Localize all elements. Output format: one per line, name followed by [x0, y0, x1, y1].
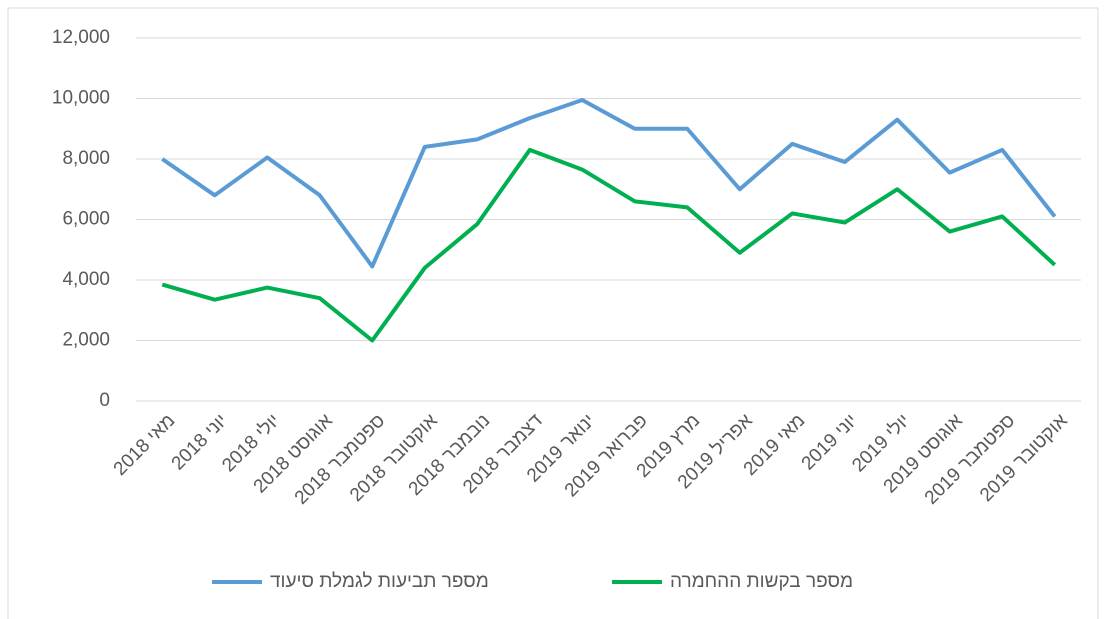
x-tick-label: ספטמבר 2018 [291, 410, 390, 509]
series-line [161, 147, 1057, 343]
legend-label: מספר תביעות לגמלת סיעוד [270, 571, 489, 592]
series-line [161, 98, 1057, 269]
x-tick-label: ספטמבר 2019 [921, 410, 1020, 509]
x-tick-label: מאי 2018 [110, 410, 180, 480]
y-tick-label: 2,000 [62, 330, 110, 351]
y-tick-label: 4,000 [62, 269, 110, 290]
y-tick-label: 6,000 [62, 209, 110, 230]
y-tick-label: 8,000 [62, 148, 110, 169]
chart-frame [7, 7, 1099, 619]
y-tick-label: 0 [99, 390, 110, 411]
y-tick-label: 12,000 [52, 27, 110, 48]
legend-label: מספר בקשות ההחמרה [670, 571, 853, 592]
y-tick-label: 10,000 [52, 88, 110, 109]
